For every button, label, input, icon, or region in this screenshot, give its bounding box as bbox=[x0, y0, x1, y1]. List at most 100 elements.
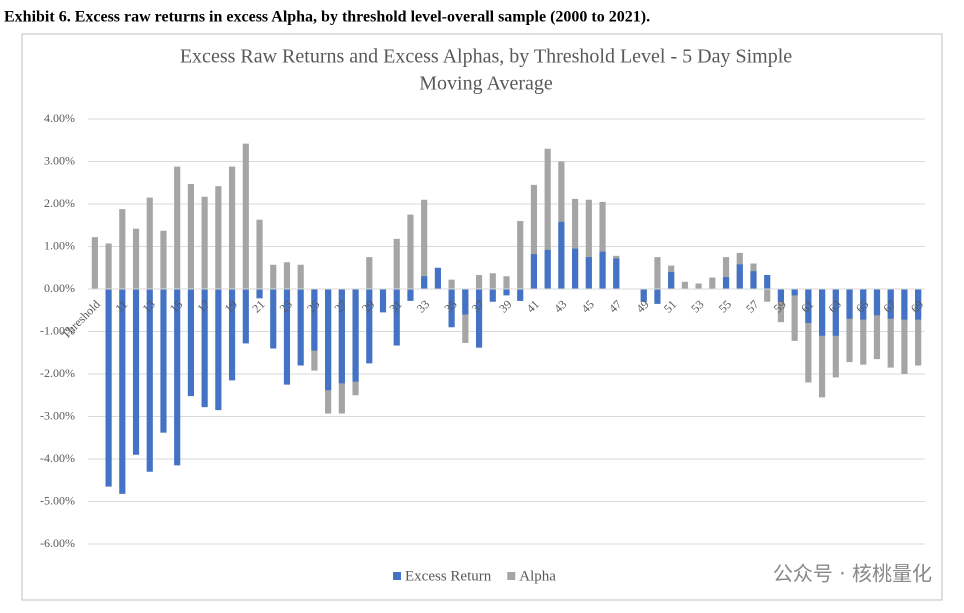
bar bbox=[846, 289, 853, 363]
bar bbox=[668, 272, 675, 289]
bar bbox=[421, 199, 428, 289]
legend-label: Excess Return bbox=[405, 568, 492, 584]
bar bbox=[901, 289, 908, 374]
y-tick-label: -4.00% bbox=[40, 451, 75, 465]
bar bbox=[764, 289, 771, 302]
bar bbox=[695, 283, 702, 289]
bar bbox=[160, 289, 167, 433]
bar bbox=[860, 289, 867, 320]
x-tick-label: 55 bbox=[716, 297, 734, 315]
bar bbox=[242, 289, 249, 344]
bar bbox=[805, 289, 812, 383]
bar bbox=[270, 289, 277, 349]
chart-title: Moving Average bbox=[419, 73, 553, 95]
bar bbox=[503, 289, 510, 296]
y-tick-label: 2.00% bbox=[44, 196, 75, 210]
x-tick-label: 59 bbox=[771, 297, 789, 315]
bar bbox=[338, 289, 345, 384]
bar bbox=[599, 201, 606, 289]
x-tick-label: 61 bbox=[798, 297, 816, 315]
bar bbox=[873, 289, 881, 316]
bar bbox=[297, 264, 304, 289]
bar bbox=[613, 258, 620, 289]
legend-label: Alpha bbox=[519, 568, 556, 584]
bar bbox=[819, 289, 826, 398]
bar bbox=[119, 289, 126, 494]
x-tick-label: 15 bbox=[167, 297, 185, 315]
chart-title: Excess Raw Returns and Excess Alphas, by… bbox=[180, 46, 792, 68]
x-tick-label: 33 bbox=[414, 297, 432, 315]
bar bbox=[283, 289, 291, 385]
legend-swatch bbox=[507, 572, 516, 580]
bar bbox=[489, 273, 496, 289]
bar bbox=[791, 289, 798, 341]
bar bbox=[201, 289, 208, 408]
bar bbox=[722, 277, 730, 289]
bar bbox=[187, 184, 194, 289]
x-tick-label: 35 bbox=[441, 297, 459, 315]
bar bbox=[379, 289, 387, 313]
bar bbox=[228, 166, 236, 289]
bar bbox=[132, 289, 140, 455]
bar bbox=[887, 289, 894, 368]
bar bbox=[283, 262, 291, 289]
bar bbox=[228, 289, 236, 381]
x-tick-label: 29 bbox=[359, 297, 377, 315]
x-tick-label: 57 bbox=[743, 297, 761, 315]
x-tick-label: 39 bbox=[496, 297, 514, 315]
y-tick-label: 3.00% bbox=[44, 153, 75, 167]
bar bbox=[544, 249, 551, 289]
bar bbox=[201, 196, 208, 289]
bar bbox=[599, 251, 606, 289]
bar bbox=[421, 276, 428, 289]
x-tick-label: 25 bbox=[304, 297, 322, 315]
bar bbox=[887, 289, 894, 319]
bar bbox=[448, 289, 455, 328]
bar bbox=[572, 248, 579, 289]
bar bbox=[146, 289, 153, 472]
x-tick-label: 69 bbox=[908, 297, 926, 315]
bar bbox=[462, 289, 469, 315]
y-tick-label: 4.00% bbox=[44, 111, 75, 125]
x-tick-label: 37 bbox=[469, 297, 487, 315]
bar bbox=[393, 238, 400, 289]
bar bbox=[736, 264, 743, 289]
bar bbox=[187, 289, 194, 397]
bar bbox=[750, 271, 757, 289]
bar bbox=[805, 289, 812, 323]
bar bbox=[640, 289, 647, 302]
bar bbox=[311, 289, 318, 351]
x-tick-label: 21 bbox=[249, 297, 267, 315]
bar bbox=[215, 289, 222, 411]
bar bbox=[91, 237, 98, 289]
bar bbox=[860, 289, 867, 365]
x-tick-label: 41 bbox=[524, 297, 542, 315]
bar bbox=[558, 221, 565, 289]
bar bbox=[517, 221, 524, 289]
bar bbox=[846, 289, 853, 319]
bar bbox=[530, 184, 538, 289]
bar bbox=[407, 289, 414, 301]
bar bbox=[434, 267, 441, 289]
y-tick-label: 1.00% bbox=[44, 238, 75, 252]
x-tick-label: 17 bbox=[194, 297, 212, 315]
bar bbox=[503, 276, 510, 289]
bar bbox=[585, 257, 592, 289]
x-tick-label: 65 bbox=[853, 297, 871, 315]
watermark: 公众号 · 核桃量化 bbox=[773, 562, 932, 586]
bar bbox=[242, 143, 249, 289]
bar bbox=[393, 289, 400, 346]
bar bbox=[709, 277, 716, 289]
bar bbox=[777, 289, 785, 323]
bar bbox=[256, 289, 263, 299]
bar bbox=[160, 230, 167, 289]
bar bbox=[915, 289, 922, 320]
bar bbox=[819, 289, 826, 336]
bar bbox=[256, 219, 263, 289]
bar bbox=[654, 289, 661, 304]
x-tick-label: 31 bbox=[386, 297, 404, 315]
x-tick-label: 11 bbox=[112, 297, 130, 315]
y-tick-label: -2.00% bbox=[40, 366, 75, 380]
y-tick-label: -5.00% bbox=[40, 493, 75, 507]
